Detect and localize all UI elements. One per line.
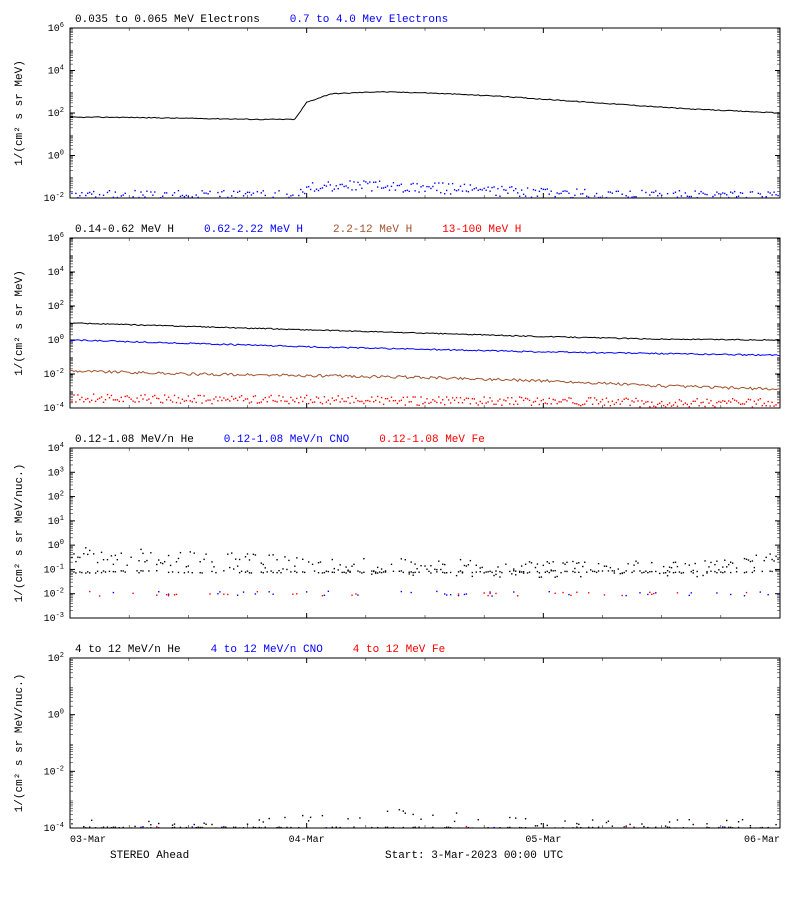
svg-text:102: 102 bbox=[48, 300, 64, 313]
legend-protons-0: 0.14-0.62 MeV H bbox=[75, 224, 174, 236]
svg-text:102: 102 bbox=[48, 491, 64, 504]
svg-text:10-2: 10-2 bbox=[44, 588, 64, 601]
series-h3 bbox=[70, 370, 780, 390]
svg-text:104: 104 bbox=[48, 442, 64, 455]
series-h2 bbox=[70, 340, 780, 356]
footer-center: Start: 3-Mar-2023 00:00 UTC bbox=[385, 850, 564, 862]
ylabel: 1/(cm² s sr MeV/nuc.) bbox=[14, 674, 26, 813]
xtick-label: 04-Mar bbox=[289, 835, 325, 846]
series-he-low bbox=[71, 547, 780, 578]
footer-left: STEREO Ahead bbox=[110, 850, 189, 862]
svg-text:100: 100 bbox=[48, 709, 64, 722]
svg-text:10-2: 10-2 bbox=[44, 192, 64, 205]
panel-ions-low: 10-3 10-2 10-1 100 101 102 103 104 1/(cm² s sr M… bbox=[14, 434, 781, 625]
xtick-label: 05-Mar bbox=[525, 835, 561, 846]
svg-text:10-2: 10-2 bbox=[44, 765, 64, 778]
svg-text:104: 104 bbox=[48, 266, 64, 279]
svg-text:104: 104 bbox=[48, 65, 64, 78]
legend-electrons-0: 0.035 to 0.065 MeV Electrons bbox=[75, 14, 260, 26]
panel-ions-high: 10-4 10-2 100 102 03-Mar 04-Mar 05-Mar 06-Mar 1/… bbox=[14, 644, 781, 846]
svg-text:102: 102 bbox=[48, 107, 64, 120]
legend-ions-low-1: 0.12-1.08 MeV/n CNO bbox=[224, 434, 350, 446]
legend-ions-high-2: 4 to 12 MeV Fe bbox=[353, 644, 445, 656]
panel-protons: 10-4 10-2 100 102 104 106 1/(cm² s sr MeV) 0.14… bbox=[14, 224, 781, 415]
legend-electrons-1: 0.7 to 4.0 Mev Electrons bbox=[290, 14, 448, 26]
series-he-low-base bbox=[69, 570, 776, 574]
svg-text:10-4: 10-4 bbox=[44, 402, 64, 415]
svg-text:102: 102 bbox=[48, 652, 64, 665]
ylabel: 1/(cm² s sr MeV) bbox=[14, 60, 26, 166]
legend-ions-high-0: 4 to 12 MeV/n He bbox=[75, 644, 181, 656]
panel-electrons: 10-2 100 102 104 106 1/(cm² s sr MeV) 0.035 to… bbox=[14, 14, 781, 205]
stereo-particle-chart: 10-2 100 102 104 106 1/(cm² s sr MeV) 0.035 to… bbox=[0, 0, 800, 900]
legend-protons-2: 2.2-12 MeV H bbox=[333, 224, 412, 236]
svg-text:100: 100 bbox=[48, 150, 64, 163]
svg-text:10-3: 10-3 bbox=[44, 612, 64, 625]
legend-protons-3: 13-100 MeV H bbox=[442, 224, 521, 236]
series-cno-low bbox=[113, 591, 781, 597]
ylabel: 1/(cm² s sr MeV/nuc.) bbox=[14, 464, 26, 603]
svg-text:106: 106 bbox=[48, 22, 64, 35]
legend-ions-high-1: 4 to 12 MeV/n CNO bbox=[211, 644, 324, 656]
svg-text:10-1: 10-1 bbox=[44, 563, 64, 576]
xtick-label: 06-Mar bbox=[744, 835, 780, 846]
svg-text:10-4: 10-4 bbox=[44, 822, 64, 835]
series-electrons-low bbox=[70, 92, 780, 120]
xtick-label: 03-Mar bbox=[70, 835, 106, 846]
series-electrons-high bbox=[69, 180, 780, 202]
legend-protons-1: 0.62-2.22 MeV H bbox=[204, 224, 303, 236]
ylabel: 1/(cm² s sr MeV) bbox=[14, 270, 26, 376]
svg-text:101: 101 bbox=[48, 515, 64, 528]
svg-text:100: 100 bbox=[48, 334, 64, 347]
series-h1 bbox=[70, 323, 780, 341]
svg-text:100: 100 bbox=[48, 539, 64, 552]
svg-text:106: 106 bbox=[48, 232, 64, 245]
legend-ions-low-2: 0.12-1.08 MeV Fe bbox=[379, 434, 485, 446]
svg-text:103: 103 bbox=[48, 466, 64, 479]
legend-ions-low-0: 0.12-1.08 MeV/n He bbox=[75, 434, 194, 446]
svg-text:10-2: 10-2 bbox=[44, 368, 64, 381]
